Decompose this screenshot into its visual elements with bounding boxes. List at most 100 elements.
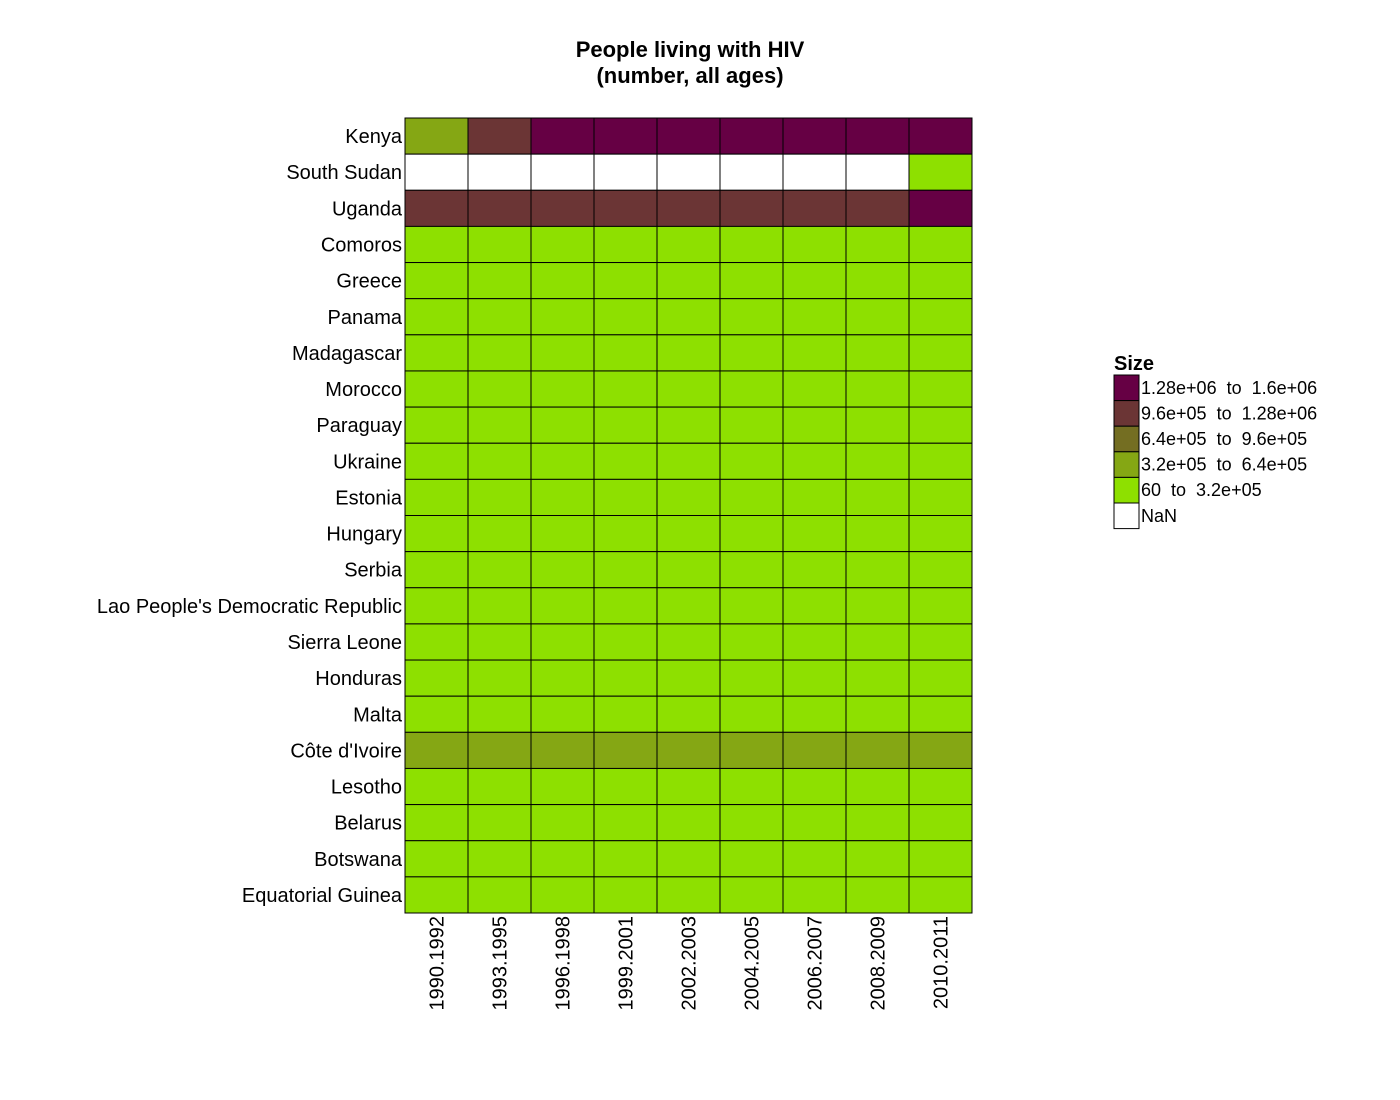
heatmap-cell	[719, 587, 784, 625]
heatmap-cell	[782, 117, 847, 155]
heatmap-cell	[719, 117, 784, 155]
legend-swatch	[1113, 476, 1140, 504]
row-label: Côte d'Ivoire	[290, 740, 402, 762]
row-label: Kenya	[345, 126, 403, 148]
heatmap-cell	[719, 406, 784, 444]
heatmap-cell	[908, 406, 973, 444]
heatmap-cell	[908, 153, 973, 191]
heatmap-cell	[593, 876, 658, 914]
row-label: Belarus	[334, 813, 402, 835]
heatmap-cell	[593, 623, 658, 661]
heatmap-cell	[845, 659, 910, 697]
row-label: Botswana	[314, 849, 403, 871]
heatmap-cell	[845, 262, 910, 300]
heatmap-cell	[593, 225, 658, 264]
heatmap-cell	[845, 189, 910, 227]
heatmap-cell	[845, 731, 910, 769]
column-label: 2008.2009	[868, 916, 890, 1011]
heatmap-cell	[530, 623, 595, 661]
heatmap-cell	[656, 189, 721, 227]
heatmap-cell	[845, 225, 910, 264]
heatmap-cell	[908, 804, 973, 842]
row-label: Ukraine	[333, 451, 402, 473]
heatmap-cell	[467, 406, 532, 444]
heatmap-cell	[908, 876, 973, 914]
heatmap-cell	[656, 515, 721, 553]
heatmap-cell	[530, 225, 595, 264]
legend-label: 6.4e+05 to 9.6e+05	[1141, 429, 1307, 449]
row-label: Honduras	[315, 668, 402, 690]
heatmap-cell	[404, 370, 469, 408]
heatmap-cell	[467, 370, 532, 408]
heatmap-cell	[908, 262, 973, 300]
column-labels: 1990.1992 1993.1995 1996.1998 1999.2001 2002…	[427, 916, 953, 1011]
heatmap-cell	[593, 587, 658, 625]
heatmap-cell	[467, 731, 532, 769]
heatmap-cell	[404, 117, 469, 155]
heatmap-cell	[467, 551, 532, 589]
heatmap-cell	[530, 406, 595, 444]
heatmap-cell	[908, 442, 973, 480]
heatmap-cell	[656, 442, 721, 480]
heatmap-cell	[530, 370, 595, 408]
heatmap-cell	[593, 334, 658, 372]
heatmap-cell	[845, 876, 910, 914]
heatmap-cell	[656, 659, 721, 697]
heatmap-cell	[593, 767, 658, 806]
heatmap-cell	[593, 695, 658, 733]
column-label: 1999.2001	[616, 916, 638, 1011]
chart-subtitle: (number, all ages)	[596, 63, 783, 88]
heatmap-cell	[404, 623, 469, 661]
heatmap-cell	[404, 334, 469, 372]
heatmap-cell	[467, 587, 532, 625]
heatmap-cell	[593, 189, 658, 227]
heatmap-cell	[782, 551, 847, 589]
heatmap-cell	[404, 225, 469, 264]
heatmap-cell	[530, 189, 595, 227]
heatmap-cell	[530, 804, 595, 842]
heatmap-cell	[719, 153, 784, 191]
heatmap-cell	[782, 406, 847, 444]
heatmap-cell	[656, 804, 721, 842]
heatmap-cell	[908, 659, 973, 697]
heatmap-cell	[656, 731, 721, 769]
heatmap-cell	[530, 767, 595, 806]
heatmap-cell	[656, 876, 721, 914]
heatmap-cell	[845, 767, 910, 806]
row-label: Paraguay	[316, 415, 402, 437]
heatmap-cell	[845, 334, 910, 372]
heatmap-cell	[719, 334, 784, 372]
chart-title: People living with HIV	[576, 37, 805, 62]
heatmap-cell	[404, 153, 469, 191]
row-label: Greece	[336, 271, 402, 293]
heatmap-cell	[530, 298, 595, 336]
heatmap-cell	[908, 515, 973, 553]
heatmap-cell	[845, 298, 910, 336]
column-label: 2004.2005	[742, 916, 764, 1011]
heatmap-cell	[719, 442, 784, 480]
row-labels: Kenya South Sudan Uganda Comoros Greece Panam…	[97, 126, 403, 907]
heatmap-cell	[593, 117, 658, 155]
heatmap-cell	[845, 623, 910, 661]
heatmap-cell	[467, 262, 532, 300]
heatmap-cell	[908, 587, 973, 625]
heatmap-cell	[719, 840, 784, 878]
heatmap-cell	[719, 551, 784, 589]
heatmap-cell	[908, 117, 973, 155]
heatmap-cell	[593, 262, 658, 300]
heatmap-cell	[782, 767, 847, 806]
heatmap-cell	[845, 587, 910, 625]
heatmap-cell	[467, 623, 532, 661]
heatmap-cell	[530, 551, 595, 589]
row-label: Uganda	[332, 198, 403, 220]
heatmap-cell	[404, 876, 469, 914]
heatmap-cell	[845, 515, 910, 553]
legend-swatch	[1113, 502, 1140, 530]
heatmap-cell	[656, 262, 721, 300]
heatmap-cell	[530, 587, 595, 625]
row-label: Comoros	[321, 234, 402, 256]
heatmap-cell	[908, 623, 973, 661]
heatmap-cell	[908, 695, 973, 733]
row-label: Morocco	[325, 379, 402, 401]
heatmap-cell	[404, 659, 469, 697]
